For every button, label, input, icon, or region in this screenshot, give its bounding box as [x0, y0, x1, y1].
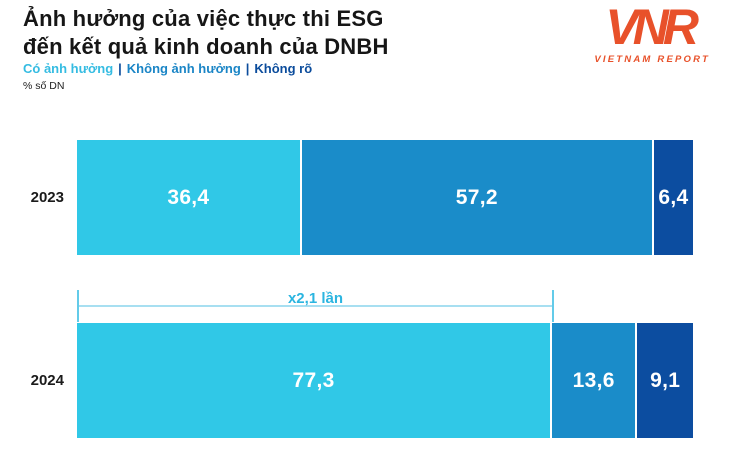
- segment-value-label: 13,6: [572, 368, 615, 392]
- page-title-line2: đến kết quả kinh doanh của DNBH: [23, 34, 389, 59]
- vnr-logo-text: VNR: [605, 0, 699, 55]
- vietnam-report-label: VIETNAM REPORT: [594, 53, 710, 65]
- bar-segment: 57,2: [301, 140, 652, 255]
- bracket-line: [77, 305, 554, 307]
- segment-value-label: 36,4: [167, 185, 210, 209]
- bar-segment: 36,4: [77, 140, 300, 255]
- bar-segment: 6,4: [653, 140, 693, 255]
- legend-separator: |: [118, 61, 122, 76]
- segment-value-label: 9,1: [650, 368, 681, 392]
- segment-value-label: 6,4: [658, 185, 689, 209]
- legend-separator: |: [245, 61, 250, 76]
- year-label: 2023: [30, 189, 64, 206]
- unit-label: % số DN: [23, 80, 65, 92]
- chart-legend: Có ảnh hưởng | Không ảnh hưởng | Không rõ: [23, 61, 312, 76]
- page-title: Ảnh hưởng của việc thực thi ESG đến kết …: [23, 5, 389, 61]
- segment-value-label: 77,3: [292, 368, 335, 392]
- legend-item: Có ảnh hưởng: [23, 61, 114, 76]
- legend-item: Không rõ: [254, 61, 313, 76]
- stacked-bar: 36,4 57,2 6,4: [77, 140, 693, 255]
- growth-multiplier-label: x2,1 lần: [287, 290, 344, 307]
- bar-segment: 13,6: [552, 323, 636, 438]
- comparison-bracket: x2,1 lần: [77, 290, 554, 322]
- bar-row: 2024 77,3 13,6 9,1: [0, 323, 693, 438]
- year-label: 2024: [30, 372, 64, 389]
- segment-value-label: 57,2: [455, 185, 498, 209]
- bar-segment: 9,1: [637, 323, 693, 438]
- bracket-right-tick: [552, 290, 554, 322]
- bar-segment: 77,3: [77, 323, 551, 438]
- bracket-left-tick: [77, 290, 79, 322]
- legend-item: Không ảnh hưởng: [126, 61, 241, 76]
- bar-row: 2023 36,4 57,2 6,4: [0, 140, 693, 255]
- vietnam-report-logo: VNR VIETNAM REPORT: [594, 0, 710, 65]
- page-title-line1: Ảnh hưởng của việc thực thi ESG: [23, 6, 384, 31]
- stacked-bar: 77,3 13,6 9,1: [77, 323, 693, 438]
